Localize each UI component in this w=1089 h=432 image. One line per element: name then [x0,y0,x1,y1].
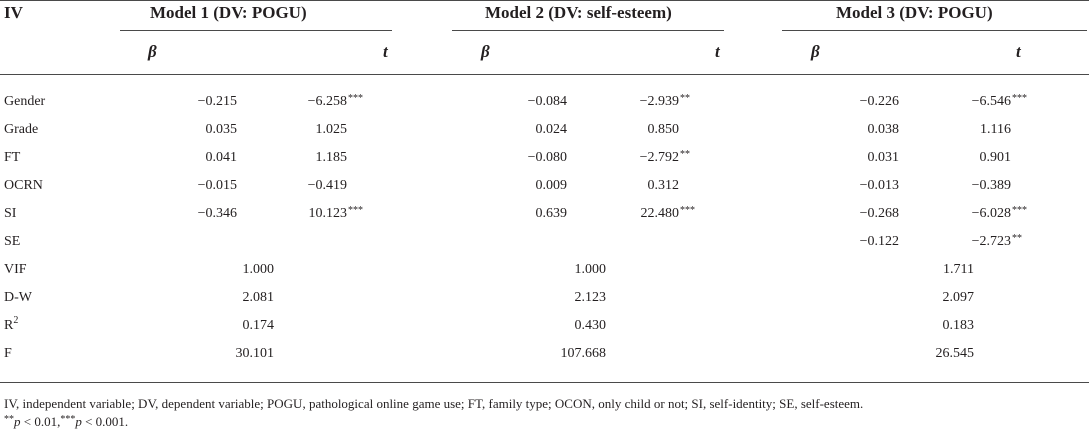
cell-m1t-si: 10.123 [308,206,348,221]
significance-marker: *** [1012,205,1027,216]
cell-m2t-gender: −2.939 [639,94,679,109]
model1-underline [120,30,392,31]
significance-marker: ** [680,149,690,160]
stat-label-text: VIF [4,262,27,277]
bottom-rule [0,382,1089,383]
cell-m3t-gender: −6.546 [971,94,1011,109]
header-model-2: Model 2 (DV: self-esteem) [485,3,672,22]
significance-marker: *** [1012,93,1027,104]
stat-cell-m3: 26.545 [935,346,975,361]
cell-m3t-grade: 1.116 [980,122,1011,137]
stat-cell-m3: 2.097 [942,290,975,305]
stat-cell-m3: 0.183 [942,318,975,333]
cell-m2b-ocrn: 0.009 [535,178,568,193]
stat-cell-m2: 1.000 [574,262,607,277]
stat-cell-m1: 1.000 [242,262,275,277]
stat-cell-m1: 2.081 [242,290,275,305]
cell-m1b-ocrn: −0.015 [197,178,237,193]
cell-m3b-ft: 0.031 [867,150,900,165]
footnote-p-2: p [75,414,82,429]
top-rule [0,0,1089,1]
significance-marker: *** [680,205,695,216]
row-label-gender: Gender [4,94,46,109]
cell-m2t-ocrn: 0.312 [647,178,680,193]
footnote-p-1: p [14,414,21,429]
stat-label: D-W [4,290,32,306]
significance-marker: ** [1012,233,1022,244]
footnote-significance: **p < 0.01,***p < 0.001. [4,414,128,430]
row-label-se: SE [4,234,21,249]
cell-m3t-ft: 0.901 [979,150,1012,165]
footnote-abbreviations: IV, independent variable; DV, dependent … [4,396,864,411]
stat-cell-m2: 107.668 [560,346,607,361]
footnote-threshold-2: < 0.001. [81,414,129,429]
footnote-stars-2: ** [4,414,14,425]
stat-label-text: D-W [4,290,32,305]
header-rule [0,74,1089,75]
stat-cell-m1: 0.174 [242,318,275,333]
stat-label-superscript: 2 [13,315,19,326]
cell-m1t-ft: 1.185 [315,150,348,165]
footnote-stars-3: *** [60,414,76,425]
cell-m2b-grade: 0.024 [535,122,568,137]
significance-marker: *** [348,93,363,104]
stat-label: VIF [4,262,27,278]
cell-m3b-gender: −0.226 [859,94,899,109]
significance-marker: *** [348,205,363,216]
cell-m1b-ft: 0.041 [205,150,238,165]
cell-m2t-si: 22.480 [640,206,680,221]
cell-m2t-grade: 0.850 [647,122,680,137]
header-model-1: Model 1 (DV: POGU) [150,3,307,22]
stat-label-text: F [4,346,12,361]
m1-t-header: t [383,42,388,61]
row-label-grade: Grade [4,122,39,137]
cell-m1t-ocrn: −0.419 [307,178,347,193]
cell-m2b-gender: −0.084 [527,94,567,109]
stat-cell-m3: 1.711 [943,262,974,277]
cell-m1b-si: −0.346 [197,206,237,221]
stat-cell-m2: 2.123 [574,290,607,305]
cell-m3t-si: −6.028 [971,206,1011,221]
cell-m3b-grade: 0.038 [867,122,900,137]
stat-label: F [4,346,12,362]
m2-beta-header: β [481,42,490,61]
row-label-si: SI [4,206,17,221]
cell-m3b-se: −0.122 [859,234,899,249]
m2-t-header: t [715,42,720,61]
cell-m2b-ft: −0.080 [527,150,567,165]
m3-t-header: t [1016,42,1021,61]
row-label-ocrn: OCRN [4,178,43,193]
cell-m3t-se: −2.723 [971,234,1011,249]
stat-label-text: R [4,318,14,333]
stat-cell-m2: 0.430 [574,318,607,333]
footnote-threshold-1: < 0.01, [20,414,61,429]
cell-m1b-gender: −0.215 [197,94,237,109]
m1-beta-header: β [148,42,157,61]
significance-marker: ** [680,93,690,104]
cell-m3b-ocrn: −0.013 [859,178,899,193]
header-model-3: Model 3 (DV: POGU) [836,3,993,22]
cell-m1t-grade: 1.025 [315,122,348,137]
model3-underline [782,30,1087,31]
cell-m2b-si: 0.639 [535,206,568,221]
m3-beta-header: β [811,42,820,61]
cell-m1b-grade: 0.035 [205,122,238,137]
cell-m3t-ocrn: −0.389 [971,178,1011,193]
stat-label: R2 [4,315,19,334]
cell-m2t-ft: −2.792 [639,150,679,165]
cell-m1t-gender: −6.258 [307,94,347,109]
stat-cell-m1: 30.101 [235,346,275,361]
model2-underline [452,30,724,31]
row-label-ft: FT [4,150,21,165]
header-iv: IV [4,3,23,22]
cell-m3b-si: −0.268 [859,206,899,221]
